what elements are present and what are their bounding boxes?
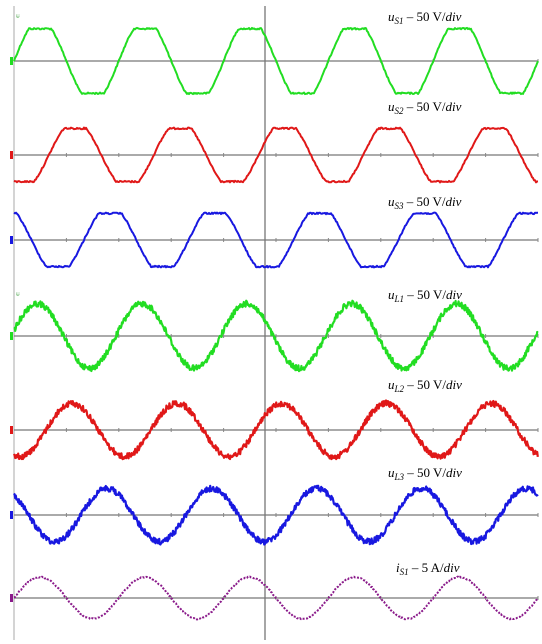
- trace-u_l2: [12, 399, 539, 461]
- channel-marker-u_s1: [10, 57, 13, 65]
- channel-marker-u_s2: [10, 151, 13, 159]
- trace-label-i_s1: iS1 – 5 A/div: [396, 560, 460, 577]
- channel-tag-2: ᵾ: [16, 290, 20, 298]
- trace-label-u_s1: uS1 – 50 V/div: [388, 9, 462, 26]
- trace-label-u_l3: uL3 – 50 V/div: [388, 465, 462, 482]
- channel-marker-u_l2: [10, 426, 13, 434]
- trace-label-u_s2: uS2 – 50 V/div: [388, 99, 462, 116]
- channel-marker-u_l1: [10, 332, 13, 340]
- channel-tag-1: ᵾ: [16, 12, 20, 20]
- channel-marker-u_s3: [10, 236, 13, 244]
- trace-u_s1: [13, 26, 539, 96]
- trace-label-u_l2: uL2 – 50 V/div: [388, 377, 462, 394]
- channel-marker-i_s1: [10, 594, 13, 602]
- trace-label-u_s3: uS3 – 50 V/div: [388, 194, 462, 211]
- trace-i_s1: [13, 575, 539, 621]
- labels-group: uS1 – 50 V/div uS2 – 50 V/div uS3 – 50 V/d…: [388, 9, 462, 577]
- channel-marker-u_l3: [10, 511, 13, 519]
- trace-u_s2: [13, 126, 539, 184]
- trace-u_l3: [13, 484, 539, 546]
- trace-u_l1: [13, 299, 539, 373]
- trace-label-u_l1: uL1 – 50 V/div: [388, 287, 462, 304]
- trace-u_s3: [13, 211, 538, 269]
- traces-group: [10, 26, 539, 621]
